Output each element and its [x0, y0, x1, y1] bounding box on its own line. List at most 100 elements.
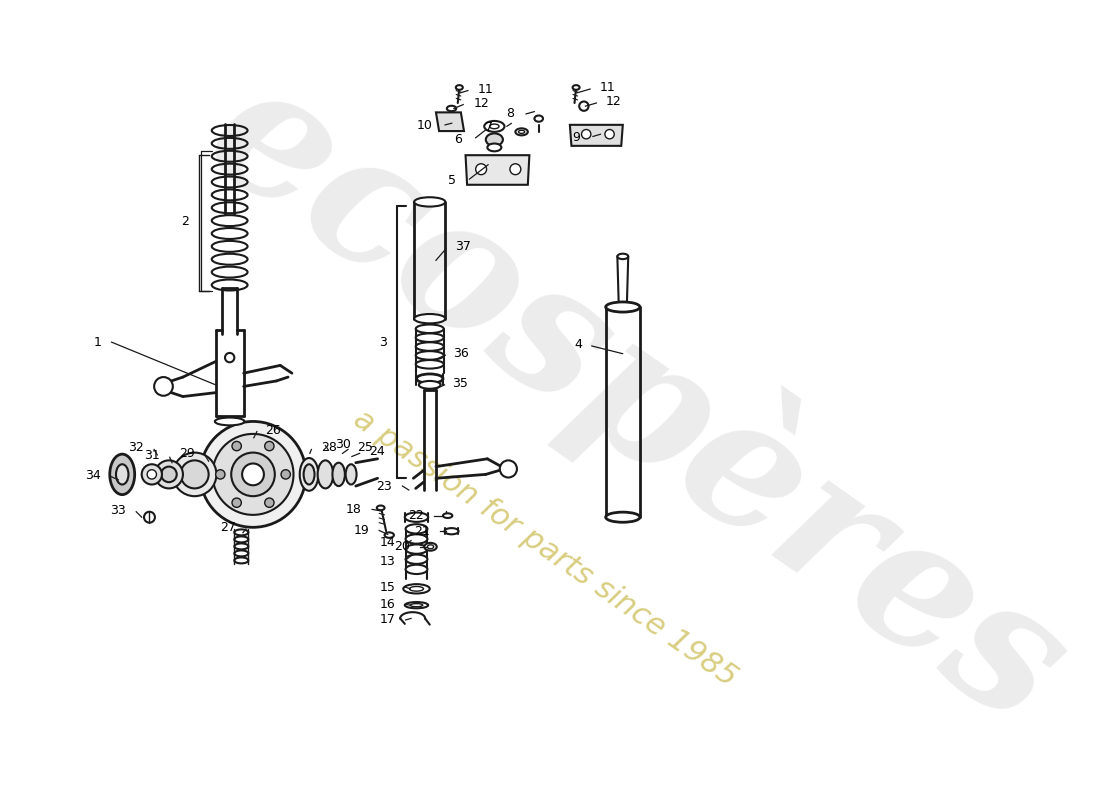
Text: ecospères: ecospères: [176, 38, 1100, 762]
Ellipse shape: [410, 604, 422, 606]
Text: 10: 10: [416, 119, 432, 132]
Ellipse shape: [404, 584, 430, 594]
Ellipse shape: [406, 545, 428, 554]
Circle shape: [144, 512, 155, 522]
Circle shape: [231, 453, 275, 496]
Ellipse shape: [444, 528, 459, 534]
Circle shape: [147, 470, 156, 479]
Circle shape: [582, 130, 591, 139]
Ellipse shape: [416, 334, 443, 342]
Ellipse shape: [484, 121, 505, 132]
Text: 24: 24: [368, 446, 385, 458]
Text: 36: 36: [453, 347, 469, 360]
Ellipse shape: [573, 85, 580, 90]
Circle shape: [232, 498, 241, 507]
Circle shape: [200, 422, 306, 527]
Ellipse shape: [417, 374, 443, 383]
Text: 7: 7: [485, 122, 493, 134]
Ellipse shape: [535, 115, 543, 122]
Text: 4: 4: [574, 338, 582, 351]
Text: 6: 6: [454, 133, 462, 146]
Ellipse shape: [405, 513, 428, 522]
Text: 16: 16: [379, 598, 396, 611]
Ellipse shape: [406, 524, 428, 534]
Text: 12: 12: [606, 95, 621, 108]
Text: 26: 26: [265, 423, 280, 437]
Text: 13: 13: [379, 555, 396, 568]
Ellipse shape: [214, 418, 244, 426]
Circle shape: [154, 377, 173, 396]
Text: 29: 29: [179, 447, 195, 460]
Text: 32: 32: [129, 442, 144, 454]
Ellipse shape: [377, 506, 385, 510]
Circle shape: [580, 102, 588, 111]
Circle shape: [142, 464, 162, 485]
Ellipse shape: [455, 85, 463, 90]
Circle shape: [162, 466, 177, 482]
Ellipse shape: [487, 143, 502, 151]
Circle shape: [173, 453, 217, 496]
Text: 11: 11: [600, 81, 615, 94]
Ellipse shape: [385, 532, 394, 538]
Polygon shape: [570, 125, 623, 146]
Text: a passion for parts since 1985: a passion for parts since 1985: [348, 404, 742, 693]
Text: 35: 35: [452, 377, 469, 390]
Circle shape: [265, 442, 274, 450]
Circle shape: [499, 460, 517, 478]
Text: 9: 9: [572, 130, 580, 144]
Text: 1: 1: [94, 335, 101, 349]
Ellipse shape: [447, 106, 456, 111]
Ellipse shape: [443, 514, 452, 518]
Text: 23: 23: [376, 479, 392, 493]
Text: 34: 34: [86, 469, 101, 482]
Ellipse shape: [116, 464, 129, 485]
Text: 11: 11: [478, 82, 494, 95]
Circle shape: [212, 434, 294, 515]
Ellipse shape: [419, 381, 441, 389]
Ellipse shape: [332, 462, 345, 486]
Text: 27: 27: [220, 521, 235, 534]
Circle shape: [605, 130, 614, 139]
Ellipse shape: [416, 360, 443, 369]
Ellipse shape: [345, 464, 356, 485]
Ellipse shape: [406, 534, 428, 544]
Ellipse shape: [304, 464, 315, 485]
Ellipse shape: [606, 512, 640, 522]
Polygon shape: [436, 112, 464, 131]
Text: 5: 5: [448, 174, 456, 187]
Circle shape: [232, 442, 241, 450]
Ellipse shape: [490, 124, 499, 129]
Text: 21: 21: [414, 525, 430, 538]
Text: 20: 20: [395, 540, 410, 554]
Text: 22: 22: [408, 509, 425, 522]
Text: 3: 3: [379, 335, 387, 349]
Circle shape: [155, 460, 183, 488]
Ellipse shape: [416, 342, 443, 351]
Text: 14: 14: [379, 536, 396, 550]
Text: 2: 2: [182, 215, 189, 228]
Ellipse shape: [405, 602, 428, 608]
Circle shape: [216, 470, 225, 479]
Ellipse shape: [428, 545, 433, 549]
Circle shape: [265, 498, 274, 507]
Text: 18: 18: [346, 503, 362, 516]
Ellipse shape: [406, 565, 428, 574]
Ellipse shape: [318, 460, 333, 488]
Ellipse shape: [516, 128, 528, 135]
Ellipse shape: [606, 302, 640, 312]
Text: 15: 15: [379, 581, 396, 594]
Text: 37: 37: [455, 240, 471, 253]
Circle shape: [510, 164, 520, 174]
Ellipse shape: [110, 454, 134, 494]
Ellipse shape: [299, 458, 318, 490]
Text: 25: 25: [358, 442, 373, 454]
Ellipse shape: [425, 543, 437, 550]
Circle shape: [242, 463, 264, 486]
Ellipse shape: [415, 198, 446, 206]
Circle shape: [226, 353, 234, 362]
Text: 8: 8: [506, 107, 514, 121]
Ellipse shape: [617, 254, 628, 259]
Ellipse shape: [415, 314, 446, 323]
Text: 19: 19: [353, 524, 369, 537]
Ellipse shape: [409, 586, 424, 591]
